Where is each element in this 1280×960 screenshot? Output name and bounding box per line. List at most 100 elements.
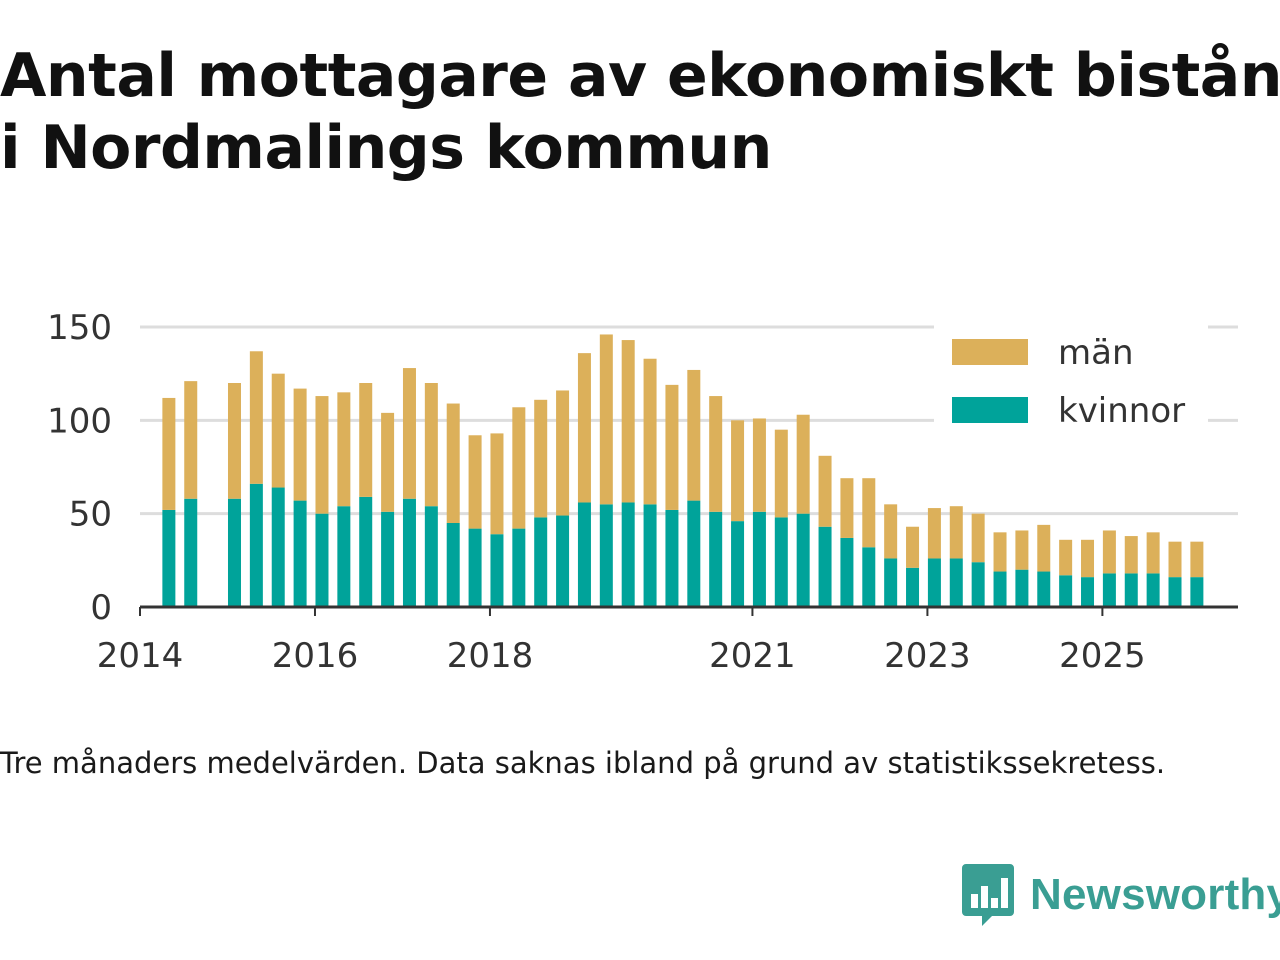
y-tick-label: 50 <box>69 495 112 535</box>
chart-title-line-2: i Nordmalings kommun <box>0 113 772 183</box>
bar-man <box>293 388 307 501</box>
bar-kvinnor <box>162 509 176 607</box>
x-tick-label: 2025 <box>1059 636 1146 676</box>
chart-footnote: Tre månaders medelvärden. Data saknas ib… <box>0 746 1166 780</box>
bar-man <box>227 383 241 499</box>
newsworthy-logo-icon <box>962 864 1014 926</box>
bar-kvinnor <box>337 506 351 607</box>
bar-man <box>468 435 482 529</box>
chart-title: Antal mottagare av ekonomiskt bistånd i … <box>0 40 1280 184</box>
bar-kvinnor <box>446 523 460 607</box>
bar-man <box>315 396 329 514</box>
bar-kvinnor <box>665 509 679 607</box>
bar-kvinnor <box>1015 569 1029 607</box>
bar-kvinnor <box>359 496 373 607</box>
bar-man <box>1168 541 1182 578</box>
bar-man <box>490 433 504 535</box>
bar-kvinnor <box>512 528 526 607</box>
bar-kvinnor <box>1102 573 1116 607</box>
bar-man <box>884 504 898 559</box>
bar-kvinnor <box>381 511 395 607</box>
bar-kvinnor <box>927 558 941 607</box>
bar-kvinnor <box>315 513 329 607</box>
bar-kvinnor <box>993 571 1007 607</box>
legend-label-men: män <box>1058 333 1134 373</box>
bars <box>162 334 1204 607</box>
bar-man <box>752 418 766 512</box>
bar-man <box>271 373 285 488</box>
bar-kvinnor <box>731 521 745 607</box>
x-tick-label: 2021 <box>709 636 796 676</box>
bar-man <box>577 353 591 503</box>
bar-kvinnor <box>752 511 766 607</box>
bar-kvinnor <box>1037 571 1051 607</box>
newsworthy-wordmark: Newsworthy <box>1030 870 1280 919</box>
bar-man <box>184 381 198 499</box>
bar-man <box>162 397 176 510</box>
legend-swatch-women <box>952 397 1028 423</box>
bar-kvinnor <box>424 506 438 607</box>
bar-man <box>556 390 570 516</box>
x-tick-label: 2018 <box>447 636 534 676</box>
bar-man <box>599 334 613 505</box>
bar-man <box>796 414 810 514</box>
bar-kvinnor <box>293 500 307 607</box>
bar-man <box>1102 530 1116 574</box>
bar-man <box>359 383 373 497</box>
bar-kvinnor <box>949 558 963 607</box>
bar-man <box>840 478 854 538</box>
y-axis: 0 50 100 150 <box>47 308 112 628</box>
legend-swatch-men <box>952 339 1028 365</box>
bar-man <box>1146 532 1160 574</box>
bar-kvinnor <box>840 537 854 607</box>
bar-kvinnor <box>884 558 898 607</box>
bar-man <box>534 399 548 518</box>
bar-kvinnor <box>1059 575 1073 607</box>
x-tick-label: 2014 <box>97 636 184 676</box>
bar-kvinnor <box>556 515 570 607</box>
bar-kvinnor <box>1146 573 1160 607</box>
bar-man <box>927 508 941 559</box>
bar-kvinnor <box>534 517 548 607</box>
bar-kvinnor <box>271 487 285 607</box>
bar-man <box>446 403 460 523</box>
bar-kvinnor <box>906 567 920 607</box>
legend: män kvinnor <box>934 324 1208 431</box>
bar-man <box>1015 530 1029 570</box>
bar-kvinnor <box>468 528 482 607</box>
bar-man <box>1081 539 1095 578</box>
bar-man <box>862 478 876 548</box>
bar-kvinnor <box>818 526 832 607</box>
bar-man <box>993 532 1007 572</box>
newsworthy-brand: Newsworthy <box>962 862 1280 928</box>
bar-man <box>1124 536 1138 574</box>
bar-kvinnor <box>490 534 504 607</box>
bar-kvinnor <box>862 547 876 607</box>
chart-title-line-1: Antal mottagare av ekonomiskt bistånd <box>0 41 1280 111</box>
x-tick-label: 2016 <box>272 636 359 676</box>
bar-kvinnor <box>687 500 701 607</box>
bar-man <box>731 420 745 522</box>
bar-man <box>643 358 657 505</box>
bar-man <box>709 396 723 512</box>
bar-kvinnor <box>1124 573 1138 607</box>
bar-man <box>424 383 438 507</box>
y-tick-label: 100 <box>47 401 112 441</box>
x-axis: 2014 2016 2018 2021 2023 2025 <box>97 607 1146 676</box>
bar-kvinnor <box>1168 577 1182 607</box>
bar-man <box>337 392 351 507</box>
bar-man <box>687 369 701 501</box>
bar-kvinnor <box>1190 577 1204 607</box>
bar-man <box>1059 539 1073 576</box>
bar-kvinnor <box>184 498 198 607</box>
bar-man <box>1190 541 1204 578</box>
bar-man <box>249 351 263 484</box>
bar-man <box>906 526 920 568</box>
stacked-bar-chart: 0 50 100 150 2014 2016 2018 2021 2023 2025 män k… <box>47 308 1238 676</box>
bar-man <box>949 506 963 559</box>
y-tick-label: 150 <box>47 308 112 348</box>
y-tick-label: 0 <box>90 588 112 628</box>
x-tick-label: 2023 <box>884 636 971 676</box>
bar-man <box>381 412 395 512</box>
bar-kvinnor <box>709 511 723 607</box>
